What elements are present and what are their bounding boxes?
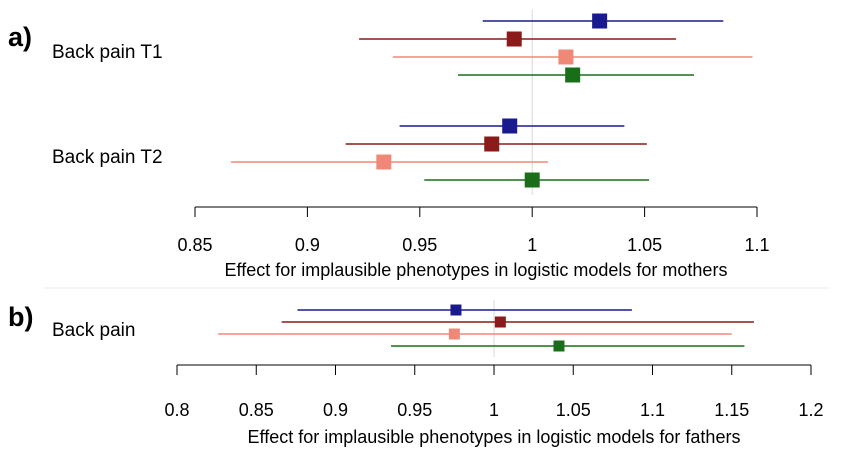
panel-a-plot-area <box>230 10 753 195</box>
x-tick-label: 0.85 <box>177 235 212 255</box>
panel-b-x-axis: 0.8 0.85 0.9 0.95 1 1.05 1.1 1.15 1.2 <box>164 364 824 420</box>
x-tick-label: 1.05 <box>627 235 662 255</box>
x-tick-label: 0.9 <box>323 400 348 420</box>
x-tick-label: 1.05 <box>556 400 591 420</box>
panel-b: b) Back pain 0.8 0.85 0.9 0.95 1 1.05 1.1 1.15 1… <box>8 300 824 447</box>
group-label-back-pain-t1: Back pain T1 <box>52 42 163 63</box>
panel-a-letter: a) <box>8 22 32 52</box>
panel-b-plot-area <box>218 300 754 357</box>
x-tick-label: 1.1 <box>744 235 769 255</box>
x-tick-label: 0.8 <box>164 400 189 420</box>
group-label-back-pain-t2: Back pain T2 <box>52 147 163 168</box>
point-estimate-square <box>506 31 522 47</box>
panel-a-x-axis: 0.85 0.9 0.95 1 1.05 1.1 <box>177 206 770 255</box>
point-estimate-square <box>484 136 500 152</box>
x-tick-label: 0.95 <box>402 235 437 255</box>
point-estimate-square <box>376 154 392 170</box>
point-estimate-square <box>565 67 581 83</box>
x-tick-label: 0.85 <box>239 400 274 420</box>
x-tick-label: 0.9 <box>295 235 320 255</box>
point-estimate-square <box>448 328 460 340</box>
x-tick-label: 1.1 <box>640 400 665 420</box>
panel-b-letter: b) <box>8 302 33 332</box>
panel-a-x-axis-title: Effect for implausible phenotypes in log… <box>225 260 728 280</box>
point-estimate-square <box>450 304 462 316</box>
x-tick-label: 1.15 <box>714 400 749 420</box>
x-tick-label: 0.95 <box>397 400 432 420</box>
point-estimate-square <box>502 118 518 134</box>
point-estimate-square <box>524 172 540 188</box>
point-estimate-square <box>553 340 565 352</box>
group-label-back-pain: Back pain <box>52 320 135 341</box>
panel-a: a) Back pain T1 Back pain T2 0.85 0.9 0.95… <box>8 10 770 280</box>
panel-b-x-axis-title: Effect for implausible phenotypes in log… <box>248 427 741 447</box>
x-tick-label: 1 <box>489 400 499 420</box>
point-estimate-square <box>558 49 574 65</box>
x-tick-label: 1.2 <box>798 400 823 420</box>
point-estimate-square <box>494 316 506 328</box>
x-tick-label: 1 <box>527 235 537 255</box>
point-estimate-square <box>592 13 608 29</box>
